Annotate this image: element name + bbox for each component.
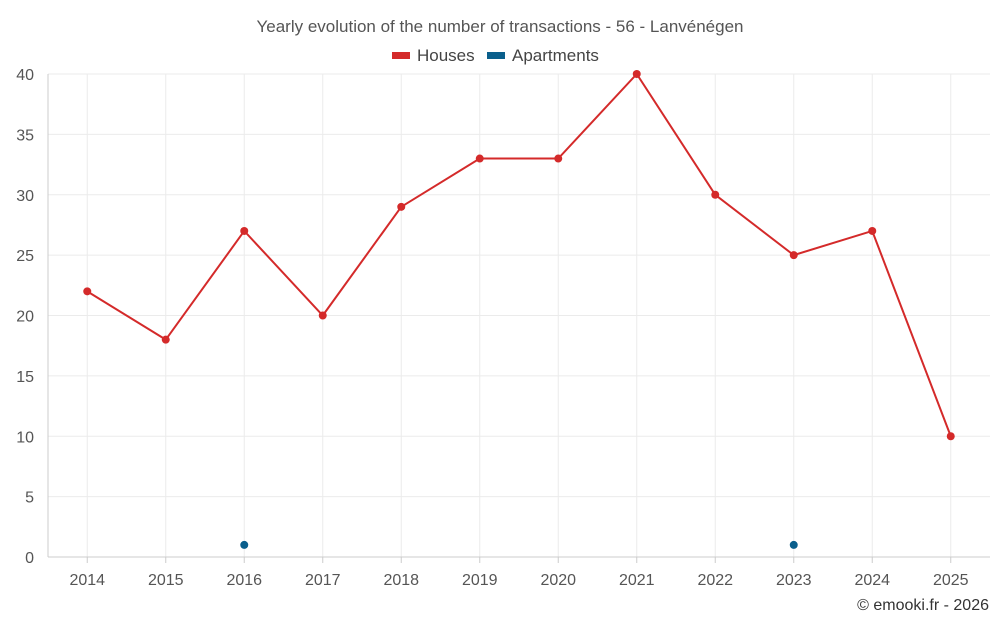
x-tick-label: 2018 <box>383 572 419 589</box>
data-point-apartments[interactable] <box>789 540 798 549</box>
x-tick-label: 2019 <box>462 572 498 589</box>
data-point-houses[interactable] <box>868 226 877 235</box>
data-point-houses[interactable] <box>161 335 170 344</box>
data-point-houses[interactable] <box>83 287 92 296</box>
legend-item-houses[interactable]: Houses <box>392 46 475 65</box>
legend-swatch-apartments <box>487 52 505 59</box>
y-tick-label: 30 <box>16 188 34 205</box>
y-tick-label: 10 <box>16 429 34 446</box>
y-tick-label: 15 <box>16 369 34 386</box>
x-tick-label: 2025 <box>933 572 969 589</box>
legend: Houses Apartments <box>392 46 599 65</box>
legend-label-houses: Houses <box>417 46 475 65</box>
data-point-houses[interactable] <box>554 154 563 163</box>
legend-label-apartments: Apartments <box>512 46 599 65</box>
x-tick-label: 2023 <box>776 572 812 589</box>
grid <box>48 73 990 557</box>
x-tick-label: 2016 <box>226 572 262 589</box>
data-point-houses[interactable] <box>946 432 955 441</box>
y-tick-label: 40 <box>16 67 34 84</box>
data-point-houses[interactable] <box>632 70 641 78</box>
x-tick-label: 2022 <box>697 572 733 589</box>
data-point-apartments[interactable] <box>240 540 249 549</box>
credit-text: © emooki.fr - 2026 <box>857 597 989 614</box>
series-line-houses <box>86 72 952 437</box>
x-tick-label: 2024 <box>854 572 890 589</box>
x-tick-label: 2020 <box>540 572 576 589</box>
x-tick-label: 2015 <box>148 572 184 589</box>
x-tick-label: 2021 <box>619 572 655 589</box>
data-point-houses[interactable] <box>240 226 249 235</box>
data-point-houses[interactable] <box>789 251 798 260</box>
x-tick-label: 2014 <box>69 572 105 589</box>
y-tick-label: 20 <box>16 309 34 326</box>
series-houses <box>83 70 955 441</box>
x-tick-label: 2017 <box>305 572 341 589</box>
y-tick-label: 25 <box>16 248 34 265</box>
series <box>83 70 955 549</box>
legend-item-apartments[interactable]: Apartments <box>487 46 599 65</box>
data-point-houses[interactable] <box>475 154 484 163</box>
data-point-houses[interactable] <box>318 311 327 320</box>
y-tick-label: 35 <box>16 127 34 144</box>
data-point-houses[interactable] <box>711 190 720 199</box>
data-point-houses[interactable] <box>397 202 406 211</box>
series-apartments <box>240 540 798 549</box>
y-tick-label: 0 <box>25 550 34 567</box>
y-tick-label: 5 <box>25 490 34 507</box>
chart-title: Yearly evolution of the number of transa… <box>256 17 743 36</box>
legend-swatch-houses <box>392 52 410 59</box>
